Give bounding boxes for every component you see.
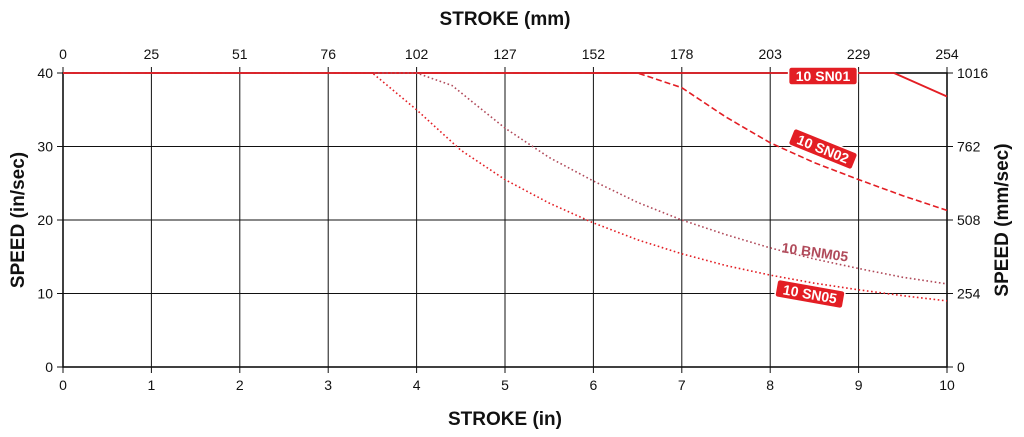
x-tick-label-top: 51 [232, 46, 248, 62]
x-tick-label-top: 229 [847, 46, 871, 62]
series-label-text: 10 SN01 [796, 68, 851, 84]
y-tick-label-left: 20 [37, 212, 53, 228]
series-label-0: 10 SN01 [787, 66, 859, 86]
y-tick-label-right: 508 [957, 212, 981, 228]
x-tick-label-bottom: 8 [766, 377, 774, 393]
x-tick-label-top: 203 [759, 46, 783, 62]
series-label-badge [787, 127, 859, 171]
series-label-badge [774, 278, 846, 310]
x-tick-label-top: 102 [405, 46, 429, 62]
y-axis-title-left: SPEED (in/sec) [8, 152, 29, 288]
x-tick-label-bottom: 2 [236, 377, 244, 393]
series-line-3 [63, 72, 948, 302]
x-axis-title-bottom: STROKE (in) [448, 409, 562, 430]
y-tick-label-left: 0 [45, 359, 53, 375]
y-tick-label-right: 762 [957, 139, 981, 155]
series-line-1 [63, 72, 948, 212]
y-tick-label-left: 40 [37, 65, 53, 81]
series-line-0 [63, 72, 948, 98]
x-tick-label-top: 76 [320, 46, 336, 62]
x-tick-label-bottom: 4 [413, 377, 421, 393]
x-tick-label-top: 25 [144, 46, 160, 62]
x-tick-label-top: 152 [582, 46, 606, 62]
x-tick-label-bottom: 1 [148, 377, 156, 393]
y-tick-labels-right: 0 254 508 762 1016 [957, 65, 988, 375]
y-tick-label-right: 1016 [957, 65, 988, 81]
y-axis-title-right: SPEED (mm/sec) [992, 143, 1013, 296]
x-tick-label-bottom: 5 [501, 377, 509, 393]
x-tick-label-top: 254 [935, 46, 959, 62]
x-tick-label-bottom: 7 [678, 377, 686, 393]
y-tick-label-right: 254 [957, 286, 981, 302]
y-tick-label-left: 10 [37, 286, 53, 302]
x-axis-title-top: STROKE (mm) [440, 9, 571, 30]
series-lines [63, 72, 948, 302]
x-tick-label-bottom: 3 [324, 377, 332, 393]
y-tick-label-right: 0 [957, 359, 965, 375]
x-tick-labels-bottom: 0 1 2 3 4 5 6 7 8 9 10 [59, 377, 955, 393]
x-tick-label-top: 0 [59, 46, 67, 62]
x-tick-label-top: 127 [493, 46, 517, 62]
series-line-2 [63, 72, 948, 285]
x-tick-label-bottom: 10 [939, 377, 955, 393]
x-tick-label-top: 178 [670, 46, 694, 62]
series-label-badge [787, 66, 859, 86]
y-tick-label-left: 30 [37, 139, 53, 155]
series-label-3: 10 SN05 [774, 278, 846, 310]
x-tick-label-bottom: 9 [855, 377, 863, 393]
x-tick-label-bottom: 0 [59, 377, 67, 393]
x-tick-label-bottom: 6 [590, 377, 598, 393]
x-tick-labels-top: 0 25 51 76 102 127 152 178 203 229 254 [59, 46, 959, 62]
y-tick-labels-left: 0 10 20 30 40 [37, 65, 53, 375]
